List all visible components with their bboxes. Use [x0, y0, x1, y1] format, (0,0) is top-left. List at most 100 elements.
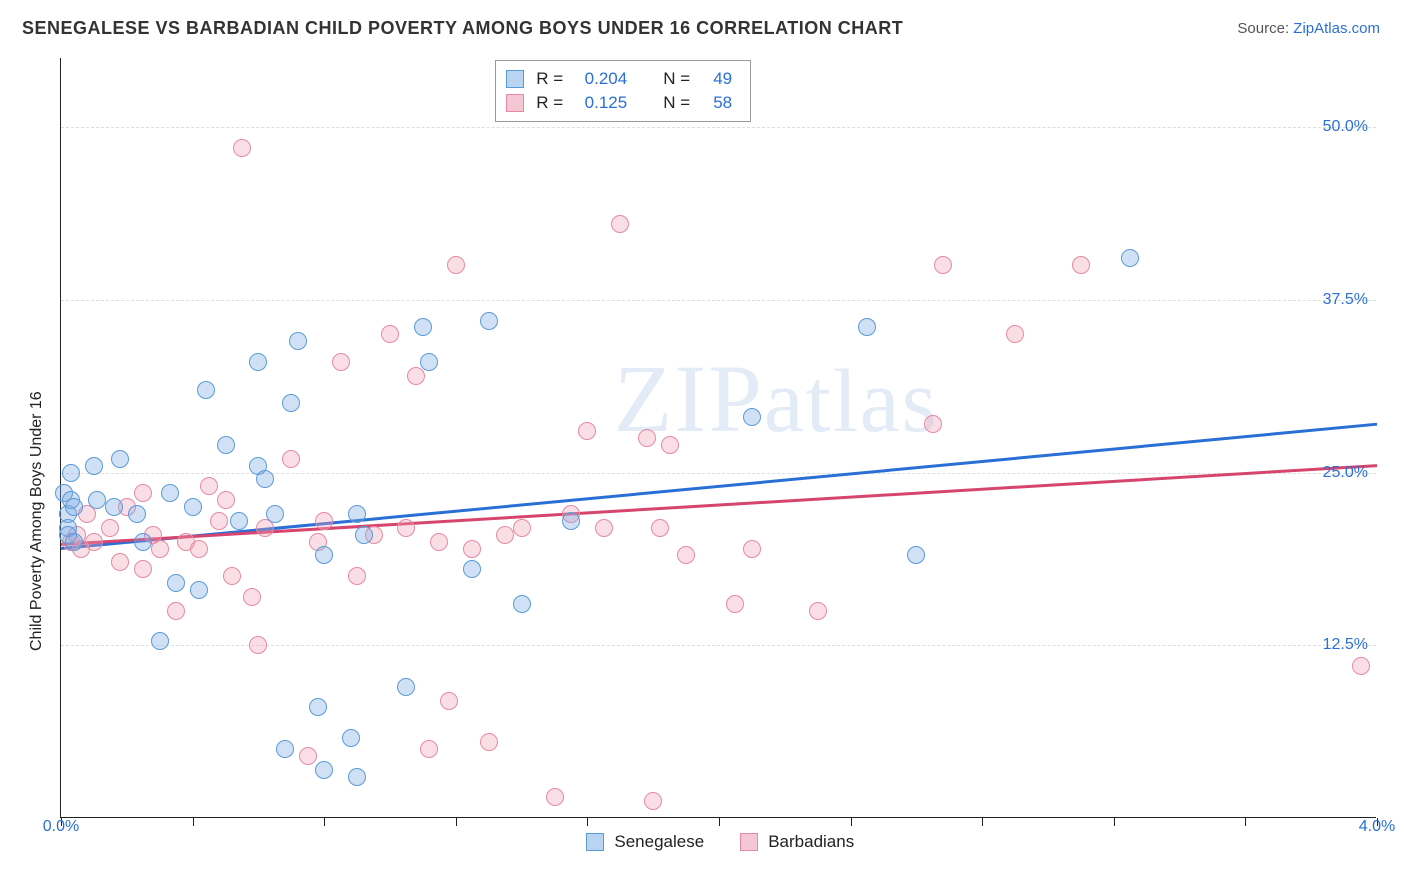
scatter-point [342, 729, 360, 747]
scatter-point [407, 367, 425, 385]
scatter-point [230, 512, 248, 530]
scatter-point [243, 588, 261, 606]
scatter-point [1121, 249, 1139, 267]
scatter-point [249, 636, 267, 654]
legend-label: Barbadians [768, 832, 854, 852]
scatter-point [463, 540, 481, 558]
scatter-point [249, 353, 267, 371]
scatter-point [638, 429, 656, 447]
y-axis-title: Child Poverty Among Boys Under 16 [28, 391, 46, 651]
x-tick [851, 818, 852, 826]
scatter-point [661, 436, 679, 454]
scatter-point [62, 464, 80, 482]
scatter-point [315, 546, 333, 564]
scatter-point [562, 512, 580, 530]
scatter-point [190, 581, 208, 599]
x-tick [456, 818, 457, 826]
scatter-point [414, 318, 432, 336]
y-tick-label: 50.0% [1323, 118, 1368, 136]
chart-container: ZIPatlas 12.5%25.0%37.5%50.0% 0.0%4.0% R… [50, 58, 1380, 838]
legend-item: Senegalese [586, 832, 704, 852]
scatter-point [595, 519, 613, 537]
scatter-point [105, 498, 123, 516]
plot-area: ZIPatlas 12.5%25.0%37.5%50.0% 0.0%4.0% R… [60, 58, 1376, 818]
scatter-point [134, 533, 152, 551]
scatter-point [223, 567, 241, 585]
scatter-point [907, 546, 925, 564]
scatter-point [200, 477, 218, 495]
scatter-point [355, 526, 373, 544]
legend-swatch [586, 833, 604, 851]
legend-label: Senegalese [614, 832, 704, 852]
scatter-point [299, 747, 317, 765]
y-tick-label: 37.5% [1323, 291, 1368, 309]
source-link[interactable]: ZipAtlas.com [1293, 20, 1380, 37]
scatter-point [161, 484, 179, 502]
scatter-point [934, 256, 952, 274]
y-tick-label: 12.5% [1323, 636, 1368, 654]
header-row: SENEGALESE VS BARBADIAN CHILD POVERTY AM… [0, 0, 1406, 49]
scatter-point [111, 450, 129, 468]
scatter-point [743, 408, 761, 426]
n-label: N = [663, 67, 690, 91]
scatter-point [217, 491, 235, 509]
x-tick [982, 818, 983, 826]
x-tick [587, 818, 588, 826]
scatter-point [210, 512, 228, 530]
scatter-point [315, 512, 333, 530]
scatter-point [644, 792, 662, 810]
scatter-point [190, 540, 208, 558]
scatter-point [578, 422, 596, 440]
scatter-point [88, 491, 106, 509]
source-prefix: Source: [1237, 20, 1293, 37]
stat-row: R =0.204N =49 [506, 67, 732, 91]
scatter-point [289, 332, 307, 350]
scatter-point [480, 312, 498, 330]
scatter-point [809, 602, 827, 620]
n-value: 58 [702, 91, 732, 115]
r-value: 0.125 [575, 91, 627, 115]
n-label: N = [663, 91, 690, 115]
scatter-point [480, 733, 498, 751]
chart-title: SENEGALESE VS BARBADIAN CHILD POVERTY AM… [22, 18, 903, 39]
scatter-point [167, 574, 185, 592]
scatter-point [651, 519, 669, 537]
scatter-point [233, 139, 251, 157]
r-value: 0.204 [575, 67, 627, 91]
scatter-point [315, 761, 333, 779]
scatter-point [101, 519, 119, 537]
trend-lines [61, 58, 1377, 818]
scatter-point [611, 215, 629, 233]
r-label: R = [536, 91, 563, 115]
scatter-point [420, 353, 438, 371]
x-tick [1114, 818, 1115, 826]
legend-item: Barbadians [740, 832, 854, 852]
n-value: 49 [702, 67, 732, 91]
scatter-point [151, 540, 169, 558]
scatter-point [282, 394, 300, 412]
scatter-point [184, 498, 202, 516]
source-label: Source: ZipAtlas.com [1237, 20, 1380, 37]
scatter-point [447, 256, 465, 274]
scatter-point [513, 595, 531, 613]
scatter-point [85, 533, 103, 551]
scatter-point [420, 740, 438, 758]
scatter-point [348, 768, 366, 786]
scatter-point [1352, 657, 1370, 675]
scatter-point [332, 353, 350, 371]
scatter-point [496, 526, 514, 544]
scatter-point [430, 533, 448, 551]
scatter-point [348, 567, 366, 585]
scatter-point [256, 470, 274, 488]
scatter-point [858, 318, 876, 336]
scatter-point [111, 553, 129, 571]
legend-bottom: Senegalese Barbadians [586, 832, 854, 852]
legend-swatch [740, 833, 758, 851]
scatter-point [924, 415, 942, 433]
series-swatch [506, 94, 524, 112]
scatter-point [1006, 325, 1024, 343]
scatter-point [65, 533, 83, 551]
correlation-stat-box: R =0.204N =49R =0.125N =58 [495, 60, 751, 122]
scatter-point [167, 602, 185, 620]
scatter-point [197, 381, 215, 399]
